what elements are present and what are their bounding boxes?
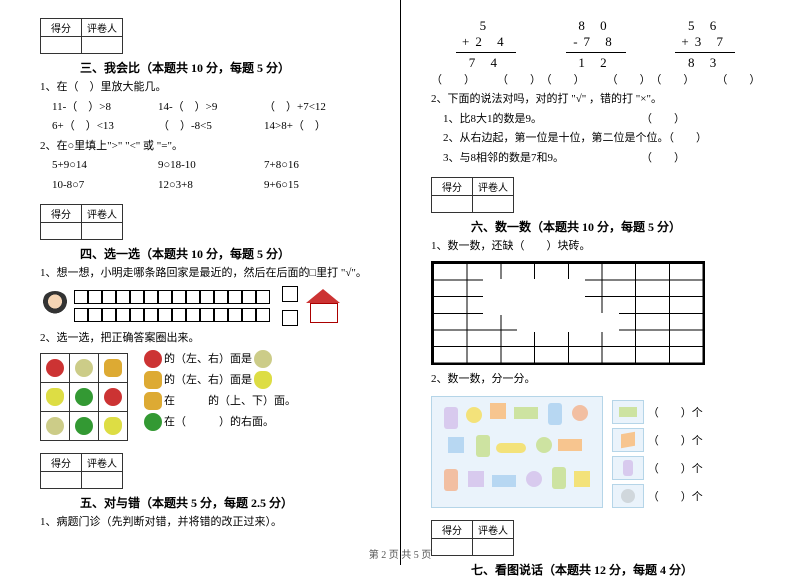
sec3-q2-row1: 5+9○14 9○18-10 7+8○16	[52, 157, 370, 174]
right-column: 5 +2 4 7 4 8 0 -7 8 1 2 5 6 +3 7 8 3 （ ）…	[400, 0, 800, 565]
sec6-q2: 2、数一数，分一分。	[431, 371, 760, 388]
section-6-title: 六、数一数（本题共 10 分，每题 5 分）	[471, 218, 681, 235]
page: 得分 评卷人 三、我会比（本题共 10 分，每题 5 分） 1、在（ ）里放大能…	[0, 0, 800, 565]
count-ball[interactable]: （ ）个	[612, 484, 722, 508]
arith-2: 8 0 -7 8 1 2	[541, 18, 651, 71]
right-q2-1[interactable]: 1、比8大1的数是9。 （ ）	[443, 111, 760, 128]
path-diagram	[40, 286, 370, 326]
brick-wall	[431, 261, 705, 365]
sec4-q2: 2、选一选，把正确答案圈出来。	[40, 330, 370, 347]
score-box-6: 得分评卷人	[431, 177, 514, 213]
sec5-q1: 1、病题门诊（先判断对错，并将错的改正过来）。	[40, 514, 370, 531]
section-3-title: 三、我会比（本题共 10 分，每题 5 分）	[80, 59, 290, 76]
shape-list: （ ）个 （ ）个 （ ）个 （ ）个	[612, 396, 722, 512]
sec6-q1: 1、数一数，还缺（ ）块砖。	[431, 238, 760, 255]
score-box-3: 得分 评卷人	[40, 18, 123, 54]
sec3-q1-row2: 6+（ ）<13 （ ）-8<5 14>8+（ ）	[52, 118, 370, 135]
path-top	[74, 290, 270, 304]
section-5-title: 五、对与错（本题共 5 分，每题 2.5 分）	[80, 494, 293, 511]
section-4-title: 四、选一选（本题共 10 分，每题 5 分）	[80, 245, 290, 262]
sec3-q2-stem: 2、在○里填上">" "<" 或 "="。	[40, 138, 370, 155]
arith-judge[interactable]: （ ） （ ）（ ） （ ）（ ） （ ）	[431, 71, 760, 87]
left-column: 得分 评卷人 三、我会比（本题共 10 分，每题 5 分） 1、在（ ）里放大能…	[0, 0, 400, 565]
path-bottom	[74, 308, 270, 322]
score-box-5: 得分评卷人	[40, 453, 123, 489]
house-icon	[306, 289, 340, 323]
score-label: 得分	[41, 19, 82, 37]
boy-icon	[40, 291, 70, 321]
arith-3: 5 6 +3 7 8 3	[650, 18, 760, 71]
match-3[interactable]: 在 的（上、下）面。	[142, 391, 296, 412]
sec4-q1: 1、想一想，小明走哪条路回家是最近的，然后在后面的□里打 "√"。	[40, 265, 370, 282]
sec3-q1-stem: 1、在（ ）里放大能几。	[40, 79, 370, 96]
count-cube[interactable]: （ ）个	[612, 428, 722, 452]
match-1[interactable]: 的（左、右）面是	[142, 349, 296, 370]
match-4[interactable]: 在（ ）的右面。	[142, 412, 296, 433]
shapes-area: （ ）个 （ ）个 （ ）个 （ ）个	[431, 390, 760, 512]
arith-row: 5 +2 4 7 4 8 0 -7 8 1 2 5 6 +3 7 8 3	[431, 18, 760, 71]
right-q2-3[interactable]: 3、与8相邻的数是7和9。 （ ）	[443, 150, 760, 167]
fruit-grid	[40, 353, 128, 441]
match-2[interactable]: 的（左、右）面是	[142, 370, 296, 391]
section-7-title: 七、看图说话（本题共 12 分，每题 4 分）	[471, 561, 693, 578]
right-q2-stem: 2、下面的说法对吗，对的打 "√" ，错的打 "×"。	[431, 91, 760, 108]
grader-label: 评卷人	[82, 19, 123, 37]
path-check-2[interactable]	[282, 310, 298, 326]
count-cylinder[interactable]: （ ）个	[612, 456, 722, 480]
fruit-area: 的（左、右）面是 的（左、右）面是 在 的（上、下）面。 在（ ）的右面。	[40, 349, 370, 445]
path-check-1[interactable]	[282, 286, 298, 302]
sec3-q2-row2: 10-8○7 12○3+8 9+6○15	[52, 177, 370, 194]
arith-1: 5 +2 4 7 4	[431, 18, 541, 71]
shapes-box	[431, 396, 603, 508]
score-box-4: 得分评卷人	[40, 204, 123, 240]
page-footer: 第 2 页 共 5 页	[0, 546, 800, 561]
right-q2-2[interactable]: 2、从右边起，第一位是十位，第二位是个位。（ ）	[443, 130, 760, 147]
count-cuboid[interactable]: （ ）个	[612, 400, 722, 424]
sec3-q1-row1: 11-（ ）>8 14-（ ）>9 （ ）+7<12	[52, 99, 370, 116]
